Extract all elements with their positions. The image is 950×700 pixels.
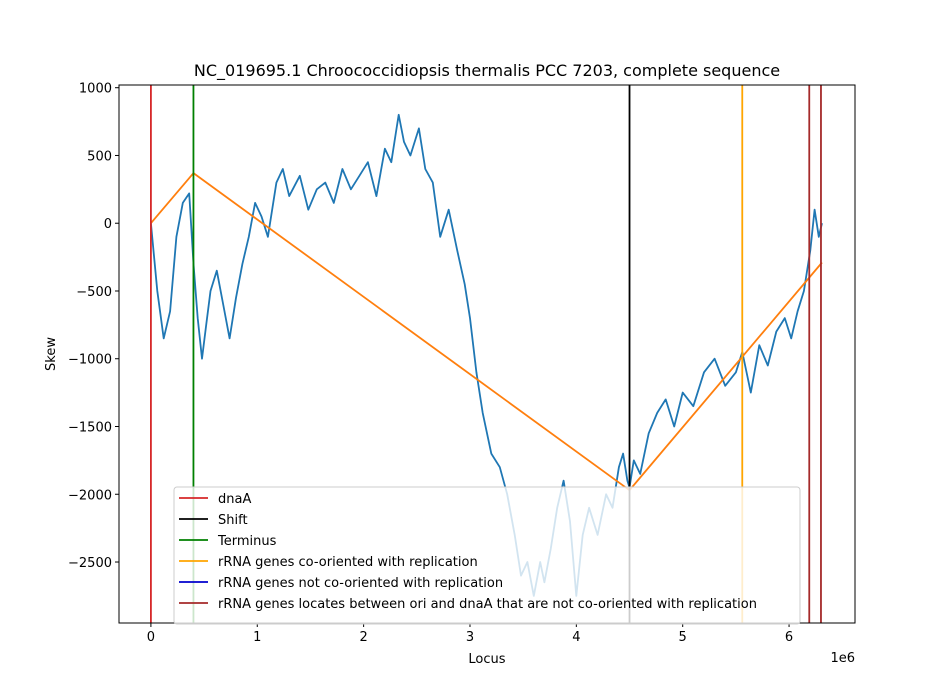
x-tick-label-4: 4 — [572, 630, 580, 645]
plot-data-group — [150, 85, 823, 623]
legend-box — [173, 486, 801, 625]
x-tick-label-2: 2 — [359, 630, 367, 645]
y-tick-label-7: −2500 — [68, 556, 112, 571]
y-tick-label-0: 1000 — [79, 82, 112, 97]
legend-label-4: rRNA genes not co-oriented with replicat… — [218, 576, 503, 591]
legend: dnaA Shift Terminus rRNA genes co-oriented … — [173, 486, 801, 625]
plot-area: 0 1 2 3 4 5 6 1000 500 0 −500 −1000 −1500 −2000 −2500 d… — [68, 82, 856, 645]
x-tick-label-5: 5 — [679, 630, 687, 645]
x-tick-label-0: 0 — [147, 630, 155, 645]
y-tick-label-5: −1500 — [68, 421, 112, 436]
x-axis-scale-label: 1e6 — [830, 651, 855, 666]
series-line-0 — [150, 113, 823, 597]
x-tick-label-3: 3 — [466, 630, 474, 645]
legend-label-5: rRNA genes locates between ori and dnaA … — [218, 597, 757, 612]
x-tick-label-1: 1 — [253, 630, 261, 645]
x-tick-label-6: 6 — [785, 630, 793, 645]
y-tick-label-1: 500 — [87, 149, 112, 164]
y-tick-label-2: 0 — [104, 217, 112, 232]
series-line-1 — [150, 172, 823, 492]
y-tick-label-6: −2000 — [68, 488, 112, 503]
x-axis-label: Locus — [468, 652, 505, 667]
legend-label-3: rRNA genes co-oriented with replication — [218, 555, 478, 570]
y-tick-label-3: −500 — [76, 285, 112, 300]
legend-label-2: Terminus — [217, 534, 277, 549]
legend-label-0: dnaA — [218, 492, 251, 507]
chart-title: NC_019695.1 Chroococcidiopsis thermalis … — [194, 61, 780, 81]
y-axis-label: Skew — [44, 337, 59, 371]
legend-label-1: Shift — [218, 513, 248, 528]
y-tick-label-4: −1000 — [68, 353, 112, 368]
